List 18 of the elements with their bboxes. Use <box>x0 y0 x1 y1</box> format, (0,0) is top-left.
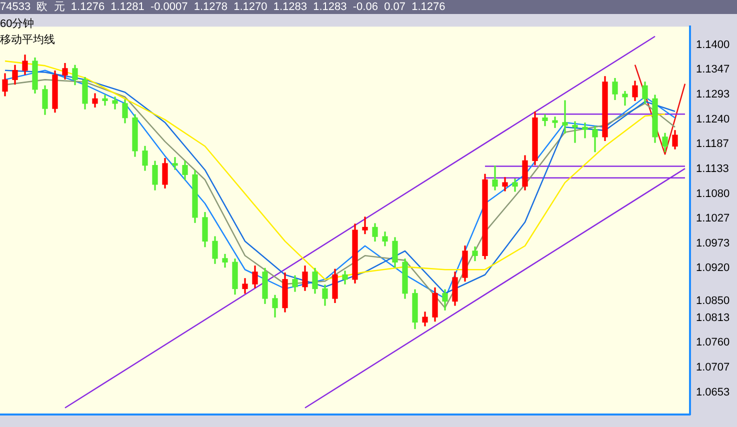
y-tick-label: 1.0813 <box>696 312 730 324</box>
y-tick-label: 1.1400 <box>696 38 730 51</box>
y-tick-label: 1.0850 <box>696 294 730 307</box>
y-tick-label: 1.1240 <box>696 113 730 126</box>
y-tick-label: 1.0760 <box>696 336 730 349</box>
chart-title: 74533 欧 元 1.1276 1.1281 -0.0007 1.1278 1.1270 1.1283 1.1283 -0.06 0.07 1.1276 <box>0 0 737 14</box>
y-tick-label: 1.1293 <box>696 88 730 101</box>
y-tick-label: 1.0653 <box>696 386 730 399</box>
y-tick-label: 1.1080 <box>696 188 730 200</box>
annotation: 移动平均线 <box>0 33 55 48</box>
y-tick-label: 1.0920 <box>696 262 730 274</box>
y-tick-label: 1.1027 <box>696 212 730 224</box>
annotation: 60分钟 <box>0 17 36 32</box>
y-tick-label: 1.1347 <box>696 63 730 76</box>
y-tick-label: 1.0707 <box>696 361 730 374</box>
y-tick-label: 1.1133 <box>696 163 729 176</box>
y-tick-label: 1.1187 <box>696 138 729 150</box>
y-tick-label: 1.0973 <box>696 238 730 250</box>
